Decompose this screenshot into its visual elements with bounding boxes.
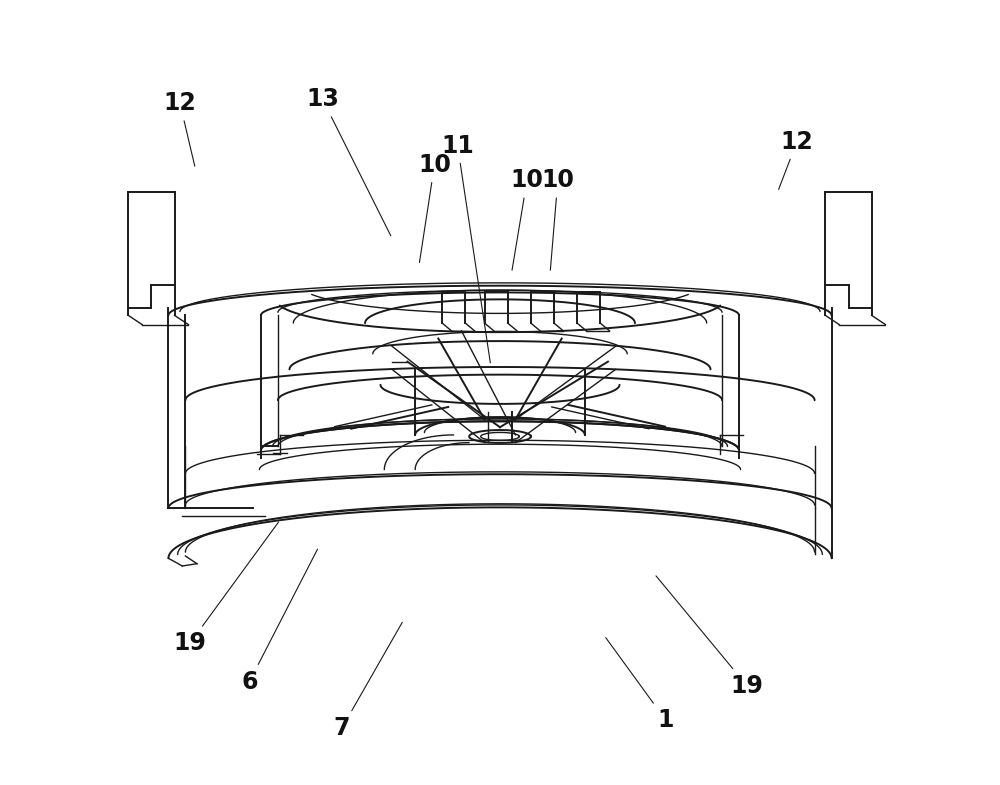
Text: 10: 10 (511, 169, 543, 270)
Text: 19: 19 (174, 522, 279, 655)
Text: 6: 6 (241, 550, 318, 694)
Text: 10: 10 (418, 153, 451, 262)
Text: 1: 1 (606, 637, 674, 732)
Text: 12: 12 (164, 91, 196, 166)
Text: 10: 10 (541, 169, 574, 270)
Text: 19: 19 (656, 576, 763, 698)
Text: 12: 12 (779, 130, 813, 189)
Text: 13: 13 (306, 87, 391, 236)
Text: 11: 11 (441, 133, 490, 363)
Text: 7: 7 (334, 623, 402, 740)
